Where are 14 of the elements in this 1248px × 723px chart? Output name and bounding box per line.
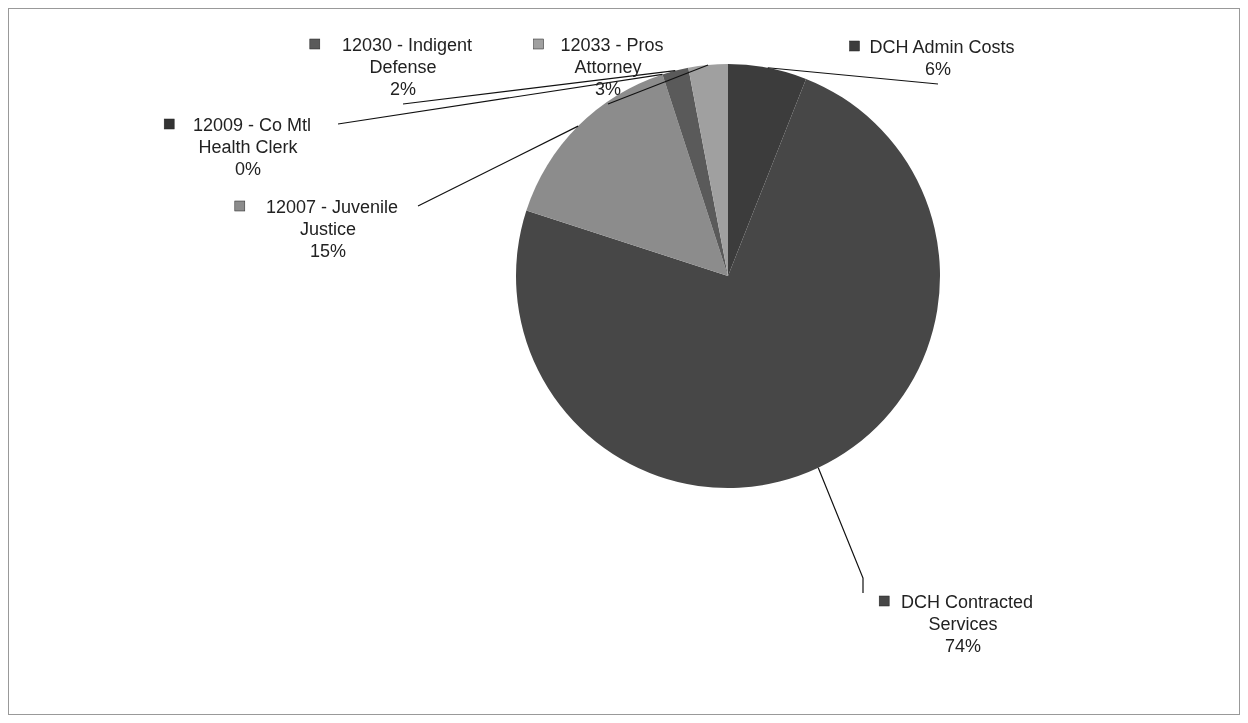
legend-label: DCH Contracted Services [900, 592, 1034, 634]
data-label: 15% [309, 241, 347, 261]
legend-label: 12009 - Co Mtl Health Clerk [192, 115, 312, 157]
text: 0% [234, 159, 262, 179]
data-label: 74% [944, 636, 982, 656]
pie-slice [688, 64, 728, 276]
data-label: 3% [594, 79, 622, 99]
data-label: 2% [389, 79, 417, 99]
pie-slice [662, 67, 728, 276]
legend-label: 12030 - Indigent Defense [341, 35, 473, 77]
legend-label: 12007 - Juvenile Justice [265, 197, 399, 239]
legend-label: DCH Admin Costs [869, 37, 1015, 57]
legend-label: 12033 - Pros Attorney [560, 35, 664, 77]
data-label: 6% [924, 59, 952, 79]
